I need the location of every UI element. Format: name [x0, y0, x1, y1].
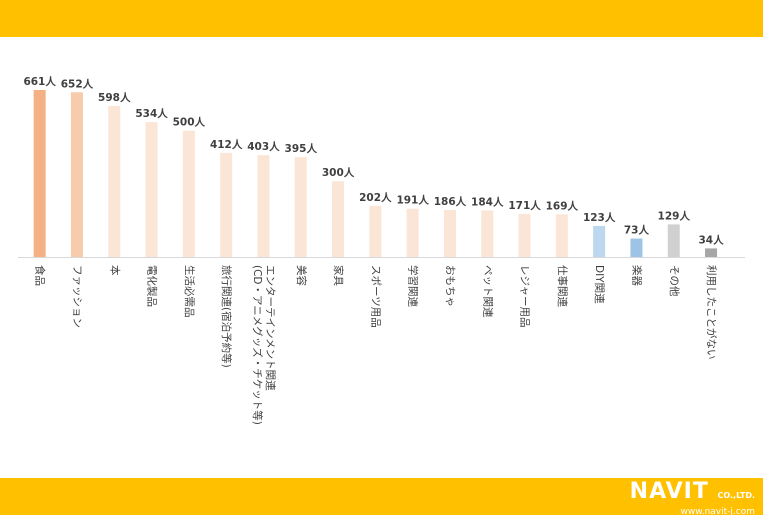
value-label: 534人 [135, 107, 168, 120]
bar [555, 214, 568, 257]
bar [705, 248, 718, 257]
category-label: ファッション [71, 265, 83, 328]
bar [667, 224, 680, 257]
value-label: 171人 [508, 199, 541, 212]
category-label: ペット関連 [481, 265, 494, 318]
logo-main-text: NAVIT [629, 479, 709, 504]
category-label: 家具 [332, 265, 345, 286]
bar [108, 105, 121, 257]
bar [443, 210, 456, 257]
category-label: 旅行関連(宿泊予約等) [220, 265, 233, 368]
category-label: DIY関連 [593, 265, 606, 304]
category-label: 仕事関連 [556, 265, 569, 307]
value-label: 169人 [546, 199, 579, 212]
category-label: エンターテインメント関連 [264, 265, 277, 391]
value-label: 202人 [359, 191, 392, 204]
category-label: 学習関連 [407, 265, 420, 307]
value-label: 186人 [434, 195, 467, 208]
value-label: 129人 [658, 209, 691, 222]
category-label: 電化製品 [146, 265, 159, 307]
category-label: 利用したことがない [705, 265, 718, 360]
value-label: 34人 [698, 233, 724, 246]
bar [182, 130, 195, 257]
category-label: 食品 [34, 265, 47, 286]
bar-chart: 661人 652人 598人 534人 500人 412人 403人 395人 300人 202人… [18, 75, 745, 425]
bar [593, 225, 606, 257]
category-label: 本 [108, 265, 121, 276]
value-label: 395人 [285, 142, 318, 155]
bar [518, 213, 531, 257]
bar [630, 238, 643, 257]
logo-suffix-text: CO.,LTD. [717, 491, 755, 500]
bar [294, 157, 307, 257]
value-labels-group: 661人 652人 598人 534人 500人 412人 403人 395人 300人 202人… [23, 75, 724, 246]
value-label: 412人 [210, 138, 243, 151]
bar [33, 90, 46, 257]
bar [369, 205, 382, 257]
navit-logo: NAVIT CO.,LTD. www.navit-j.com [615, 479, 755, 517]
value-label: 184人 [471, 196, 504, 209]
bar [481, 210, 494, 257]
category-label: スポーツ用品 [369, 265, 381, 328]
footer-band [0, 478, 763, 515]
bar [332, 181, 345, 257]
value-label: 500人 [173, 116, 206, 129]
value-label: 191人 [396, 194, 429, 207]
bar [70, 92, 83, 257]
logo-url-text: www.navit-j.com [680, 507, 755, 517]
category-label: 美容 [295, 265, 308, 286]
value-label: 73人 [624, 224, 650, 237]
bar [257, 155, 270, 257]
value-label: 661人 [23, 75, 56, 88]
bar [220, 152, 233, 257]
value-label: 403人 [247, 140, 280, 153]
category-label: 生活必需品 [183, 265, 196, 318]
bar [145, 122, 158, 257]
value-label: 652人 [61, 77, 94, 90]
bars-group [33, 90, 718, 257]
category-label: レジャー用品 [519, 265, 531, 327]
category-label: 楽器 [630, 265, 643, 286]
category-labels-group: 食品 ファッション 本 電化製品 生活必需品 旅行関連(宿泊予約等) エンターテインメント関… [34, 265, 718, 425]
bar [406, 208, 419, 257]
value-label: 598人 [98, 91, 131, 104]
category-label: おもちゃ [444, 265, 456, 307]
category-label: その他 [668, 265, 681, 297]
value-label: 123人 [583, 211, 616, 224]
value-label: 300人 [322, 166, 355, 179]
header-band [0, 0, 763, 37]
category-label: (CD・アニメグッズ・チケット等) [251, 265, 264, 425]
